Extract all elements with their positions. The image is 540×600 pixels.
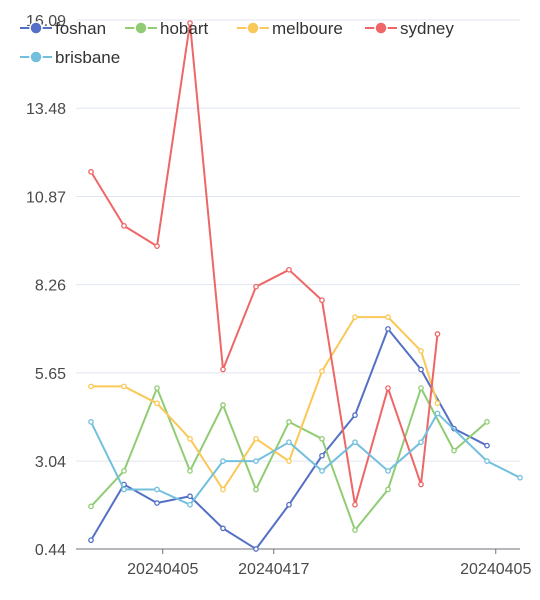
x-tick-label: 20240417 [238, 561, 309, 578]
legend-marker [29, 21, 43, 35]
data-point-foshan[interactable] [88, 537, 94, 544]
data-point-melboure[interactable] [352, 314, 358, 320]
legend-item-melboure[interactable]: melboure [237, 19, 343, 38]
data-point-brisbane[interactable] [484, 458, 490, 464]
legend-label: brisbane [55, 48, 120, 67]
y-tick-label: 13.48 [26, 101, 66, 118]
data-point-brisbane[interactable] [517, 474, 523, 481]
data-point-hobart[interactable] [220, 402, 226, 408]
data-point-melboure[interactable] [187, 435, 193, 442]
data-point-foshan[interactable] [187, 493, 193, 500]
data-point-foshan[interactable] [352, 412, 358, 418]
data-point-sydney[interactable] [385, 385, 391, 391]
data-point-hobart[interactable] [319, 435, 325, 442]
data-point-brisbane[interactable] [88, 419, 94, 425]
data-point-hobart[interactable] [451, 447, 457, 454]
x-tick-label: 20240405 [127, 561, 198, 578]
data-point-foshan[interactable] [484, 442, 490, 449]
data-point-sydney[interactable] [319, 297, 325, 304]
data-point-brisbane[interactable] [352, 439, 358, 446]
data-point-melboure[interactable] [385, 314, 391, 320]
data-point-sydney[interactable] [220, 366, 226, 373]
data-point-melboure[interactable] [434, 400, 441, 407]
data-point-hobart[interactable] [385, 486, 391, 493]
data-point-melboure[interactable] [154, 400, 160, 407]
data-point-melboure[interactable] [418, 348, 424, 354]
data-point-hobart[interactable] [88, 503, 94, 510]
x-tick-label: 20240405 [460, 561, 531, 578]
data-point-foshan[interactable] [418, 366, 424, 373]
legend-label: melboure [272, 19, 343, 38]
y-tick-label: 10.87 [26, 189, 66, 206]
data-point-sydney[interactable] [418, 481, 424, 488]
legend-item-sydney[interactable]: sydney [365, 19, 454, 38]
series-layer [88, 20, 523, 552]
data-point-sydney[interactable] [286, 266, 292, 273]
data-point-brisbane[interactable] [286, 439, 292, 446]
legend[interactable]: foshan hobart melboure sydney brisbane [20, 19, 454, 67]
data-point-brisbane[interactable] [121, 486, 127, 493]
data-point-melboure[interactable] [319, 368, 325, 375]
data-point-brisbane[interactable] [319, 468, 325, 474]
data-point-sydney[interactable] [253, 283, 259, 290]
data-point-melboure[interactable] [88, 383, 94, 390]
data-point-brisbane[interactable] [385, 468, 391, 474]
y-tick-label: 5.65 [35, 366, 66, 383]
legend-marker [246, 21, 260, 35]
legend-label: sydney [400, 19, 454, 38]
data-point-foshan[interactable] [220, 525, 226, 532]
data-point-foshan[interactable] [154, 500, 160, 506]
legend-item-hobart[interactable]: hobart [125, 19, 208, 38]
data-point-hobart[interactable] [154, 385, 160, 391]
y-tick-label: 0.44 [35, 542, 66, 559]
data-point-sydney[interactable] [187, 20, 193, 26]
data-point-sydney[interactable] [352, 501, 358, 508]
legend-item-foshan[interactable]: foshan [20, 19, 106, 38]
data-point-sydney[interactable] [154, 243, 160, 249]
data-point-foshan[interactable] [253, 546, 259, 552]
data-point-sydney[interactable] [434, 331, 441, 337]
data-point-foshan[interactable] [319, 452, 325, 459]
data-point-hobart[interactable] [187, 468, 193, 474]
data-point-melboure[interactable] [286, 458, 292, 464]
data-point-hobart[interactable] [253, 486, 259, 493]
data-point-brisbane[interactable] [187, 501, 193, 508]
series-line-foshan[interactable] [90, 327, 488, 550]
data-point-brisbane[interactable] [154, 486, 160, 493]
data-point-brisbane[interactable] [418, 439, 424, 446]
legend-label: hobart [160, 19, 208, 38]
data-point-sydney[interactable] [121, 223, 127, 229]
y-tick-label: 3.04 [35, 454, 66, 471]
legend-label: foshan [55, 19, 106, 38]
legend-marker [29, 50, 43, 64]
data-point-brisbane[interactable] [253, 458, 259, 464]
data-point-sydney[interactable] [88, 168, 94, 175]
legend-marker [134, 21, 148, 35]
data-point-foshan[interactable] [385, 326, 391, 332]
series-line-melboure[interactable] [90, 316, 439, 491]
data-point-hobart[interactable] [418, 385, 424, 391]
data-point-hobart[interactable] [352, 527, 358, 533]
data-point-hobart[interactable] [484, 419, 490, 425]
data-point-foshan[interactable] [286, 501, 292, 508]
data-point-brisbane[interactable] [220, 458, 226, 464]
data-point-hobart[interactable] [121, 468, 127, 474]
grid-layer [76, 19, 520, 462]
legend-item-brisbane[interactable]: brisbane [20, 48, 120, 67]
data-point-melboure[interactable] [253, 435, 259, 442]
series-line-brisbane[interactable] [90, 412, 521, 506]
data-point-hobart[interactable] [286, 419, 292, 425]
legend-marker [374, 21, 388, 35]
data-point-brisbane[interactable] [434, 410, 441, 417]
data-point-melboure[interactable] [220, 486, 226, 493]
data-point-melboure[interactable] [121, 383, 127, 390]
series-line-sydney[interactable] [90, 22, 439, 506]
y-tick-label: 8.26 [35, 278, 66, 295]
